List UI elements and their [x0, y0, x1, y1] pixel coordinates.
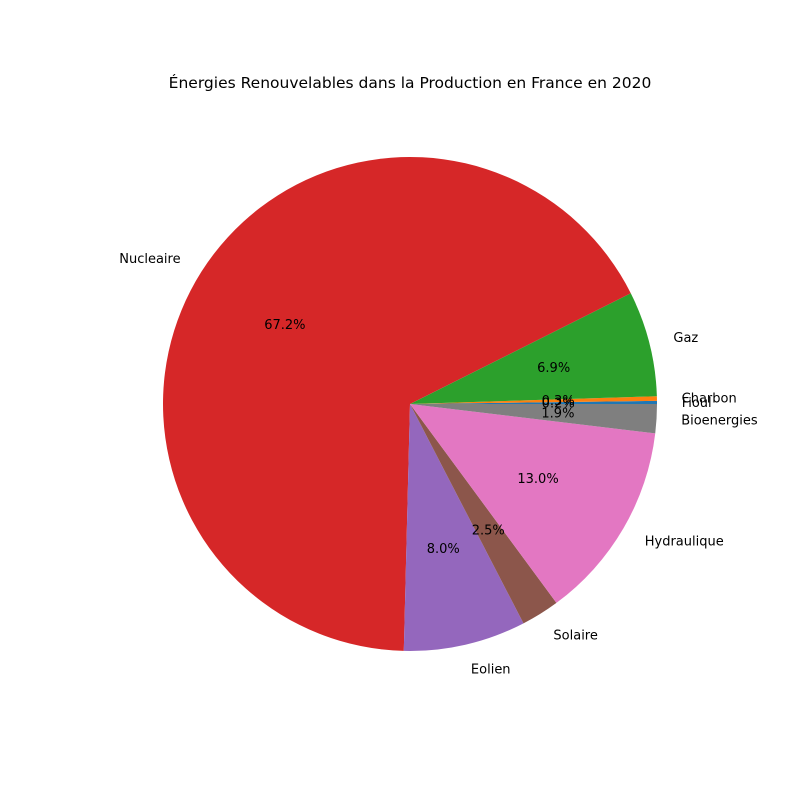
slice-fioul — [410, 400, 657, 404]
slice-label-fioul: Fioul — [682, 396, 712, 411]
slice-eolien — [403, 404, 524, 651]
slice-label-solaire: Solaire — [553, 628, 597, 643]
pct-label-eolien: 8.0% — [427, 542, 460, 557]
slice-label-hydraulique: Hydraulique — [645, 534, 724, 549]
slice-label-bioenergies: Bioenergies — [681, 414, 758, 429]
pct-label-bioenergies: 1.9% — [541, 406, 574, 421]
pct-label-charbon: 0.3% — [542, 394, 575, 409]
slice-label-eolien: Eolien — [471, 662, 511, 677]
pie-labels: Fioul 0.2% Charbon 0.3% Gaz 6.9% Nucleaire 67.2… — [119, 252, 758, 677]
slice-bioenergies — [410, 404, 657, 434]
pct-label-solaire: 2.5% — [472, 523, 505, 538]
pie-slices — [163, 157, 657, 651]
slice-nucleaire — [163, 157, 631, 651]
slice-solaire — [410, 404, 557, 624]
slice-label-gaz: Gaz — [673, 331, 698, 346]
pct-label-gaz: 6.9% — [537, 361, 570, 376]
slice-hydraulique — [410, 404, 656, 603]
slice-label-charbon: Charbon — [682, 392, 737, 407]
chart-title: Énergies Renouvelables dans la Productio… — [169, 73, 652, 92]
pct-label-nucleaire: 67.2% — [264, 318, 305, 333]
pct-label-hydraulique: 13.0% — [517, 472, 558, 487]
slice-label-nucleaire: Nucleaire — [119, 252, 180, 267]
pct-label-fioul: 0.2% — [542, 397, 575, 412]
slice-gaz — [410, 293, 657, 404]
slice-charbon — [410, 396, 657, 404]
